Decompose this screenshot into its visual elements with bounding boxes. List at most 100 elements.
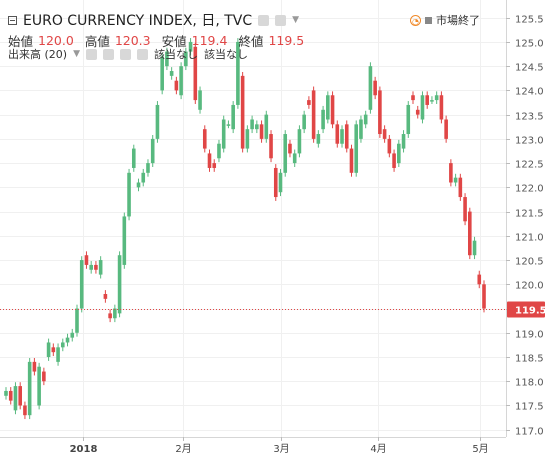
volume-hide-icon[interactable]: [86, 48, 97, 60]
candle-body: [401, 134, 406, 149]
candle: [89, 261, 93, 274]
volume-add-icon[interactable]: [120, 48, 131, 60]
candle-body: [150, 138, 155, 164]
candle: [321, 105, 325, 134]
candle: [98, 256, 103, 279]
candle: [117, 251, 122, 318]
symbol-title: EURO CURRENCY INDEX, 日, TVC: [23, 13, 253, 29]
candle: [169, 67, 174, 80]
candle: [75, 304, 79, 337]
candle-body: [193, 46, 198, 101]
volume-settings-icon[interactable]: [103, 48, 114, 60]
candle-body: [425, 95, 430, 105]
x-tick-label: 4月: [370, 443, 386, 455]
y-tick-label: 120.0: [515, 281, 544, 292]
candle-body: [65, 337, 70, 343]
candle-body: [141, 172, 146, 183]
candle-body: [108, 313, 112, 319]
candle: [160, 52, 164, 95]
y-tick-label: 123.5: [515, 112, 544, 123]
candle-body: [477, 274, 482, 285]
close-value: 119.5: [268, 33, 305, 48]
settings-icon[interactable]: [258, 14, 270, 26]
candle: [425, 91, 430, 109]
candle: [217, 139, 221, 163]
candle: [397, 139, 401, 167]
legend-symbol-row: EURO CURRENCY INDEX, 日, TVC ▼: [8, 10, 299, 30]
y-tick-label: 118.0: [515, 378, 544, 389]
candle-body: [165, 51, 169, 67]
candle: [4, 387, 8, 400]
close-icon[interactable]: [275, 14, 287, 26]
candle: [122, 212, 127, 269]
candle: [453, 173, 458, 187]
candle: [146, 159, 150, 177]
candle: [65, 333, 70, 347]
candle-body: [482, 284, 486, 309]
candle: [368, 62, 373, 114]
candle-body: [378, 90, 382, 135]
candle: [23, 401, 27, 420]
chevron-down-icon[interactable]: ▼: [292, 15, 300, 25]
volume-close-icon[interactable]: [137, 48, 148, 60]
x-tick-label: 2018: [70, 444, 98, 455]
candle-body: [4, 390, 8, 396]
candle: [255, 120, 259, 134]
candle: [51, 343, 56, 357]
candle: [359, 115, 363, 143]
candle: [236, 38, 240, 109]
candle: [207, 149, 212, 172]
candle: [155, 101, 160, 143]
candle-body: [382, 129, 387, 139]
candle: [37, 362, 41, 410]
candle-body: [259, 124, 264, 139]
y-tick-label: 117.0: [515, 427, 544, 438]
candle: [434, 91, 439, 104]
candle: [127, 168, 131, 221]
candle-body: [84, 255, 89, 265]
candle: [292, 149, 297, 167]
candle-body: [13, 386, 18, 411]
low-value: 119.4: [191, 33, 228, 48]
candle: [141, 168, 146, 187]
candle: [472, 236, 477, 260]
candle: [373, 76, 377, 100]
open-label: 始値: [8, 34, 34, 49]
candle-body: [283, 134, 288, 173]
market-status-label: 市場終了: [436, 14, 480, 27]
candle: [56, 343, 60, 366]
candle: [302, 110, 306, 134]
candle: [288, 139, 292, 158]
candle: [344, 120, 349, 153]
candle-body: [420, 95, 425, 120]
candle-body: [122, 216, 127, 265]
clock-icon: ◔: [410, 14, 421, 26]
candle: [103, 290, 108, 303]
candle-body: [56, 347, 60, 362]
collapse-legend-icon[interactable]: [8, 15, 17, 25]
candle-body: [297, 129, 302, 154]
x-tick-label: 5月: [472, 443, 488, 455]
volume-chevron-icon[interactable]: ▼: [73, 49, 80, 59]
candle-body: [51, 347, 56, 353]
candle-body: [354, 124, 359, 173]
last-price-label: 119.5: [515, 306, 546, 317]
candle: [240, 71, 245, 153]
candle: [406, 101, 411, 138]
candle: [42, 367, 46, 386]
candle: [13, 382, 18, 415]
candle-body: [27, 361, 32, 416]
low-label: 安値: [161, 34, 187, 49]
candle: [387, 135, 392, 158]
candle: [250, 115, 254, 134]
candle: [60, 338, 65, 352]
candle: [188, 38, 193, 56]
candle: [113, 304, 117, 323]
y-tick-label: 118.5: [515, 354, 544, 365]
candle: [458, 173, 463, 201]
candle: [439, 91, 444, 124]
y-tick-label: 122.5: [515, 160, 544, 171]
candle-body: [60, 342, 65, 348]
candle-body: [449, 163, 453, 183]
